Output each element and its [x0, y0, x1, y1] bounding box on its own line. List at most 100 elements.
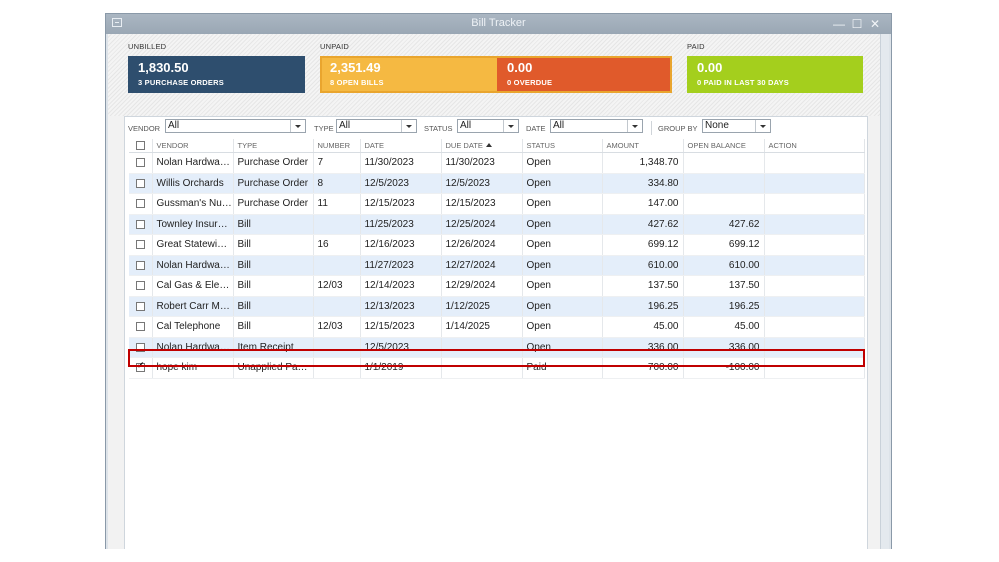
row-action-cell[interactable]	[764, 234, 865, 256]
row-number-cell	[313, 357, 361, 379]
row-action-cell[interactable]	[764, 296, 865, 317]
table-row[interactable]: Nolan Hardwar… Purchase Order 7 11/30/2023 1…	[129, 152, 865, 174]
bills-grid-panel: VENDOR All TYPE All STATUS All DATE All	[124, 116, 868, 549]
chevron-down-icon[interactable]	[503, 120, 518, 132]
row-number-cell: 12/03	[313, 316, 361, 338]
row-open-balance-cell: 336.00	[683, 337, 765, 358]
group-by-select[interactable]: None	[702, 119, 771, 133]
table-row[interactable]: Great Statewid… Bill 16 12/16/2023 12/26/202…	[129, 234, 865, 256]
row-checkbox[interactable]	[135, 219, 145, 229]
table-row[interactable]: Townley Insura… Bill 11/25/2023 12/25/2024 O…	[129, 214, 865, 235]
table-row[interactable]: Nolan Hardwar… Item Receipt 12/5/2023 Open 3…	[129, 337, 865, 358]
maximize-icon[interactable]: ☐	[851, 17, 863, 31]
close-icon[interactable]: ✕	[869, 17, 881, 31]
column-header-due-date[interactable]: DUE DATE	[441, 139, 523, 153]
overdue-card[interactable]: 0.00 0 OVERDUE	[497, 58, 670, 91]
row-action-cell[interactable]	[764, 152, 865, 174]
row-action-cell[interactable]	[764, 193, 865, 215]
row-due-date-cell: 12/29/2024	[441, 275, 523, 297]
chevron-down-icon[interactable]	[627, 120, 642, 132]
chevron-down-icon[interactable]	[755, 120, 770, 132]
row-action-cell[interactable]	[764, 275, 865, 297]
row-status-cell: Open	[522, 152, 603, 174]
row-checkbox[interactable]	[135, 178, 145, 188]
row-vendor-cell: Great Statewid…	[152, 234, 234, 256]
column-header-type[interactable]: TYPE	[233, 139, 314, 153]
overdue-amount: 0.00	[507, 60, 533, 75]
column-header-amount[interactable]: AMOUNT	[602, 139, 684, 153]
row-checkbox[interactable]	[135, 158, 145, 168]
unbilled-label: UNBILLED	[128, 42, 167, 51]
row-vendor-cell: Nolan Hardwar…	[152, 152, 234, 174]
summary-bar: UNBILLED UNPAID PAID 1,830.50 3 PURCHASE…	[108, 34, 881, 116]
row-checkbox[interactable]	[135, 301, 145, 311]
row-date-cell: 11/27/2023	[360, 255, 442, 276]
open-bills-card[interactable]: 2,351.49 8 OPEN BILLS 0.00 0 OVERDUE	[320, 56, 672, 93]
row-checkbox[interactable]	[135, 342, 145, 352]
row-due-date-cell: 12/5/2023	[441, 173, 523, 194]
column-header-vendor[interactable]: VENDOR	[152, 139, 234, 153]
row-due-date-cell	[441, 357, 523, 379]
paid-label: PAID	[687, 42, 705, 51]
row-amount-cell: 700.00	[602, 357, 684, 379]
filter-divider	[651, 121, 652, 135]
row-date-cell: 12/5/2023	[360, 337, 442, 358]
paid-subtitle: 0 PAID IN LAST 30 DAYS	[697, 78, 789, 87]
date-filter-value: All	[553, 120, 565, 131]
status-filter-label: STATUS	[424, 124, 453, 133]
row-amount-cell: 336.00	[602, 337, 684, 358]
table-row[interactable]: Cal Gas & Elec… Bill 12/03 12/14/2023 12/29/…	[129, 275, 865, 297]
row-checkbox[interactable]	[135, 322, 145, 332]
minimize-icon[interactable]: —	[833, 17, 845, 31]
row-type-cell: Bill	[233, 214, 314, 235]
table-row[interactable]: Cal Telephone Bill 12/03 12/15/2023 1/14/202…	[129, 316, 865, 338]
row-checkbox[interactable]	[135, 199, 145, 209]
table-row[interactable]: Nolan Hardwar… Bill 11/27/2023 12/27/2024 Op…	[129, 255, 865, 276]
row-status-cell: Open	[522, 296, 603, 317]
column-header-number[interactable]: NUMBER	[313, 139, 361, 153]
window-menu-icon[interactable]	[112, 18, 122, 27]
window-resize-edge[interactable]	[880, 34, 889, 549]
column-header-action[interactable]: ACTION	[764, 139, 865, 153]
paid-card[interactable]: 0.00 0 PAID IN LAST 30 DAYS	[687, 56, 863, 93]
row-checkbox[interactable]	[135, 260, 145, 270]
row-action-cell[interactable]	[764, 255, 865, 276]
row-open-balance-cell: 137.50	[683, 275, 765, 297]
row-amount-cell: 196.25	[602, 296, 684, 317]
row-type-cell: Bill	[233, 234, 314, 256]
table-header-row: VENDOR TYPE NUMBER DATE DUE DATE STATUS …	[129, 139, 865, 153]
column-header-open-balance[interactable]: OPEN BALANCE	[683, 139, 765, 153]
row-action-cell[interactable]	[764, 316, 865, 338]
table-row[interactable]: Willis Orchards Purchase Order 8 12/5/2023 1…	[129, 173, 865, 194]
column-header-status[interactable]: STATUS	[522, 139, 603, 153]
row-date-cell: 12/15/2023	[360, 316, 442, 338]
row-checkbox[interactable]	[135, 281, 145, 291]
status-filter-select[interactable]: All	[457, 119, 519, 133]
vendor-filter-select[interactable]: All	[165, 119, 306, 133]
table-row[interactable]: Robert Carr Ma… Bill 12/13/2023 1/12/2025 Op…	[129, 296, 865, 317]
title-bar[interactable]: Bill Tracker — ☐ ✕	[106, 14, 891, 34]
row-status-cell: Open	[522, 193, 603, 215]
row-status-cell: Open	[522, 255, 603, 276]
row-action-cell[interactable]	[764, 173, 865, 194]
column-header-date[interactable]: DATE	[360, 139, 442, 153]
row-select-cell	[129, 173, 153, 194]
row-action-cell[interactable]	[764, 357, 865, 379]
row-type-cell: Purchase Order	[233, 173, 314, 194]
row-select-cell	[129, 316, 153, 338]
chevron-down-icon[interactable]	[290, 120, 305, 132]
chevron-down-icon[interactable]	[401, 120, 416, 132]
select-all-checkbox[interactable]	[135, 141, 145, 151]
row-vendor-cell: Nolan Hardwar…	[152, 255, 234, 276]
unbilled-card[interactable]: 1,830.50 3 PURCHASE ORDERS	[128, 56, 305, 93]
row-checkbox[interactable]	[135, 240, 145, 250]
row-select-cell	[129, 357, 153, 379]
row-checkbox[interactable]	[135, 361, 145, 373]
date-filter-select[interactable]: All	[550, 119, 643, 133]
table-row[interactable]: Gussman's Nur… Purchase Order 11 12/15/2023…	[129, 193, 865, 215]
row-action-cell[interactable]	[764, 337, 865, 358]
row-due-date-cell: 1/14/2025	[441, 316, 523, 338]
type-filter-select[interactable]: All	[336, 119, 417, 133]
row-action-cell[interactable]	[764, 214, 865, 235]
